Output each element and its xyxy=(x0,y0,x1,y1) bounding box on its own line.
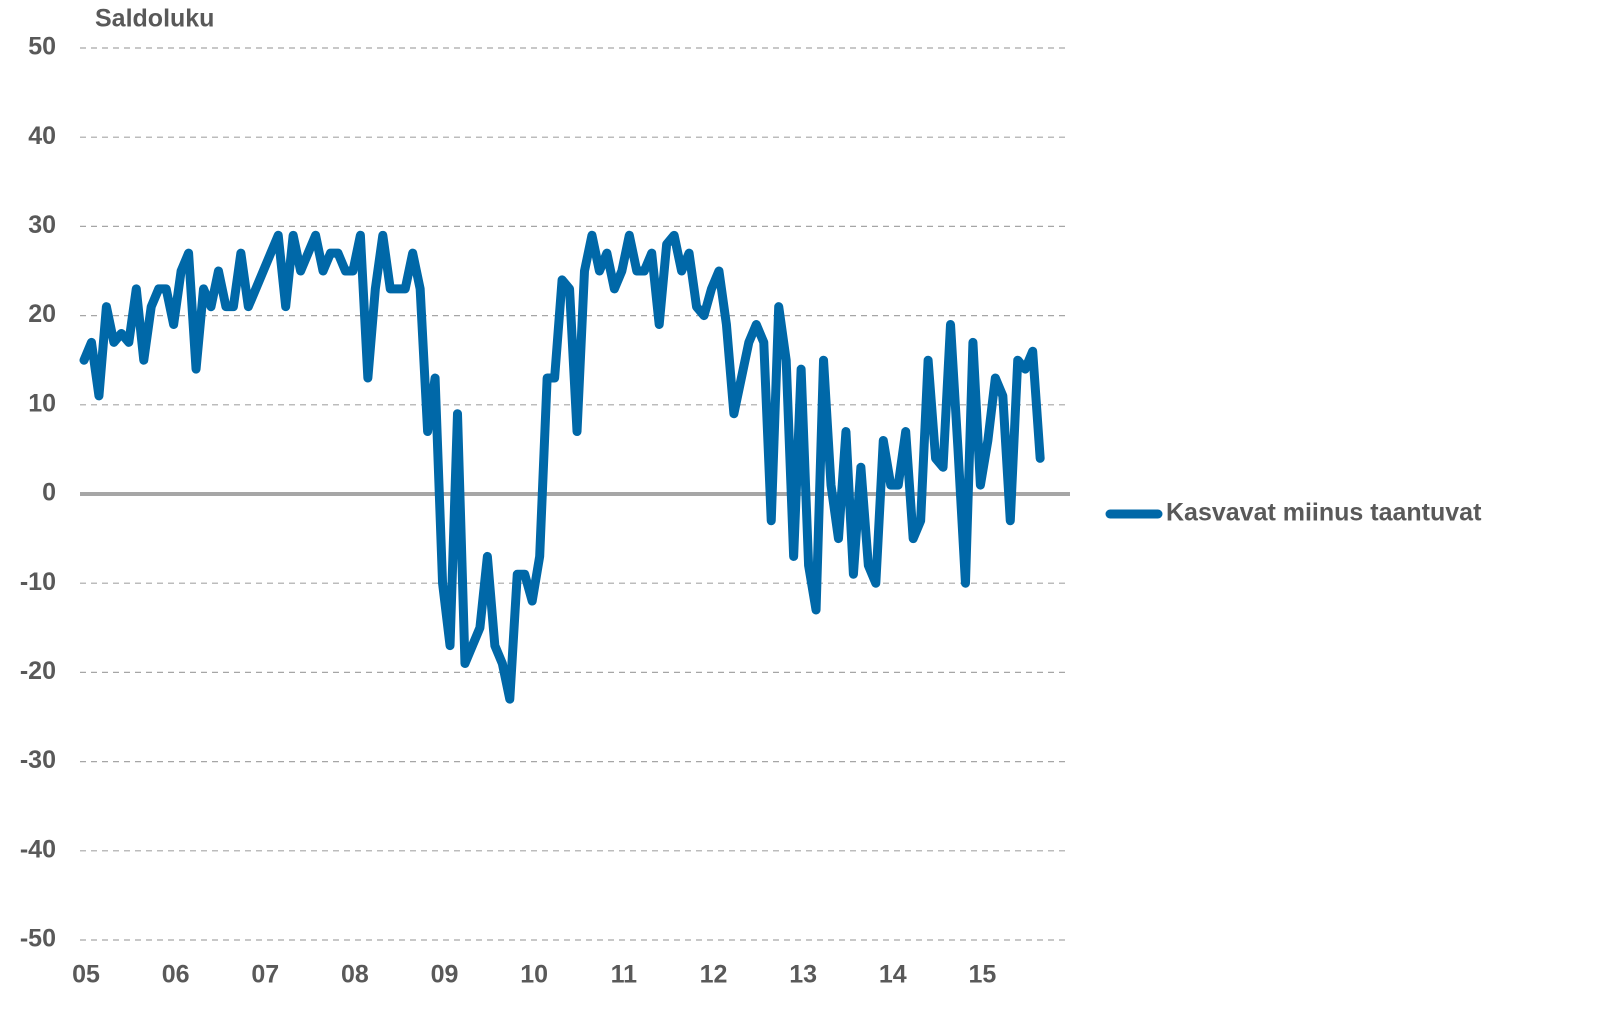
x-tick-label: 14 xyxy=(879,961,907,989)
y-axis-title: Saldoluku xyxy=(95,5,214,33)
x-tick-label: 13 xyxy=(789,961,817,989)
y-tick-label: -10 xyxy=(20,568,56,596)
x-tick-label: 15 xyxy=(968,961,996,989)
y-tick-label: -50 xyxy=(20,925,56,953)
y-tick-label: 10 xyxy=(28,389,56,417)
y-tick-label: -30 xyxy=(20,746,56,774)
y-tick-label: 0 xyxy=(42,479,56,507)
x-tick-label: 05 xyxy=(72,961,100,989)
x-tick-label: 09 xyxy=(431,961,459,989)
x-tick-label: 10 xyxy=(520,961,548,989)
x-tick-label: 11 xyxy=(611,961,638,989)
y-tick-label: 30 xyxy=(28,211,56,239)
x-tick-label: 08 xyxy=(341,961,369,989)
y-tick-label: -20 xyxy=(20,657,56,685)
y-tick-label: 20 xyxy=(28,300,56,328)
x-tick-label: 12 xyxy=(700,961,728,989)
legend-label: Kasvavat miinus taantuvat xyxy=(1166,499,1482,527)
y-tick-label: 50 xyxy=(28,33,56,61)
y-tick-label: 40 xyxy=(28,122,56,150)
x-tick-label: 06 xyxy=(162,961,190,989)
x-tick-label: 07 xyxy=(251,961,279,989)
y-tick-label: -40 xyxy=(20,835,56,863)
data-line xyxy=(79,230,1045,704)
